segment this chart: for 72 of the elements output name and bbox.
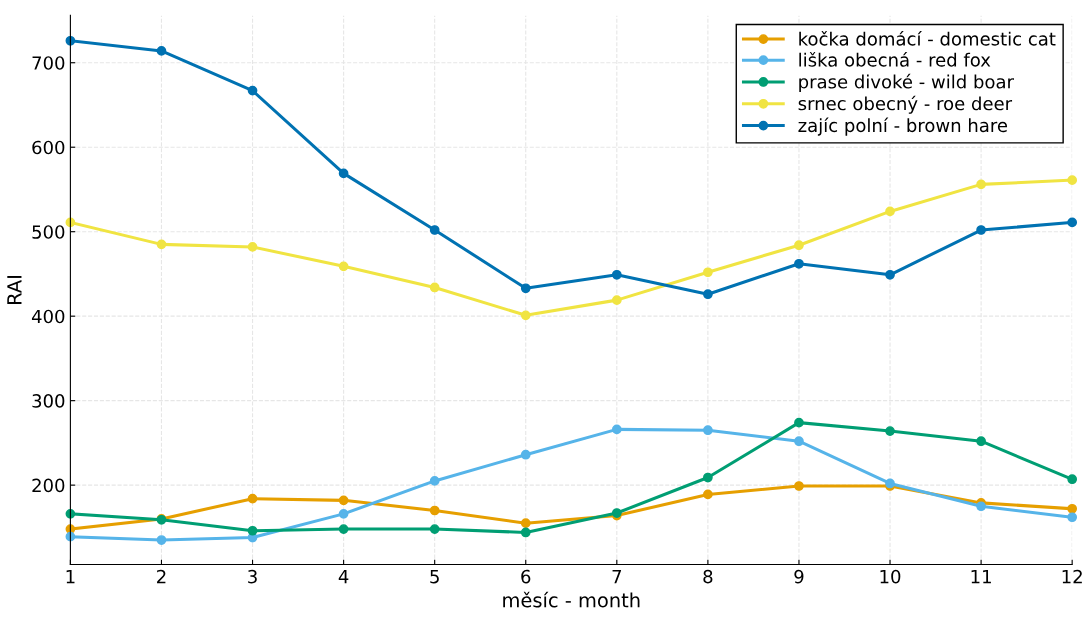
point <box>976 501 986 512</box>
point <box>1067 512 1078 523</box>
point <box>429 282 440 293</box>
x-axis-title: měsíc - month <box>503 591 640 608</box>
point <box>520 449 531 460</box>
point <box>338 168 349 179</box>
x-tick-label: 10 <box>880 569 901 584</box>
point <box>429 505 440 516</box>
y-tick-label: 400 <box>31 309 65 324</box>
point <box>976 179 986 190</box>
y-tick-label: 600 <box>32 140 65 155</box>
point <box>156 46 167 56</box>
point <box>247 85 258 96</box>
point <box>338 495 349 506</box>
point <box>976 436 986 447</box>
point <box>1067 175 1078 186</box>
point <box>338 509 349 519</box>
point <box>520 283 531 294</box>
x-tick-label: 6 <box>521 569 531 584</box>
point <box>520 310 531 321</box>
x-tick-label: 5 <box>430 569 439 584</box>
point <box>703 289 713 300</box>
point <box>429 524 440 534</box>
point <box>520 518 531 529</box>
legend-label: zajíc polní - brown hare <box>798 117 1008 136</box>
point <box>976 225 986 235</box>
point <box>1067 503 1078 514</box>
legend-label: prase divoké - wild boar <box>799 73 1014 93</box>
x-tick-label: 1 <box>66 569 75 584</box>
y-tick-label: 500 <box>32 225 65 239</box>
point <box>794 481 804 491</box>
point <box>885 269 895 280</box>
point <box>247 493 258 504</box>
point <box>885 206 895 217</box>
point <box>611 269 622 280</box>
point <box>247 242 258 252</box>
point <box>247 525 258 536</box>
y-tick-label: 200 <box>32 478 65 493</box>
x-tick-label: 4 <box>338 569 349 584</box>
point <box>703 267 713 278</box>
point <box>703 472 713 483</box>
legend-label: kočka domácí - domestic cat <box>799 30 1056 46</box>
point <box>156 535 167 545</box>
y-tick-label: 700 <box>32 56 65 70</box>
point <box>794 436 804 447</box>
x-tick-label: 9 <box>794 569 804 584</box>
point <box>611 424 622 435</box>
legend-label: srnec obecný - roe deer <box>798 95 1013 114</box>
point <box>794 258 804 269</box>
point <box>338 524 349 534</box>
legend-label: liška obecná - red fox <box>799 52 991 67</box>
x-tick-label: 8 <box>703 569 713 584</box>
x-tick-label: 3 <box>248 569 257 584</box>
point <box>156 239 167 250</box>
point <box>429 476 440 486</box>
point <box>1067 217 1078 228</box>
point <box>1067 474 1078 485</box>
point <box>794 240 804 251</box>
point <box>703 425 713 436</box>
y-axis-title: RAI <box>7 276 22 304</box>
point <box>611 295 622 305</box>
point <box>338 261 349 272</box>
point <box>703 489 713 500</box>
point <box>885 426 895 436</box>
x-tick-label: 2 <box>157 569 166 584</box>
y-tick-label: 300 <box>32 394 65 408</box>
x-tick-label: 11 <box>971 569 991 584</box>
x-tick-label: 12 <box>1062 569 1082 584</box>
point <box>794 417 804 428</box>
x-tick-label: 7 <box>612 569 622 584</box>
point <box>520 527 531 538</box>
point <box>429 225 440 235</box>
